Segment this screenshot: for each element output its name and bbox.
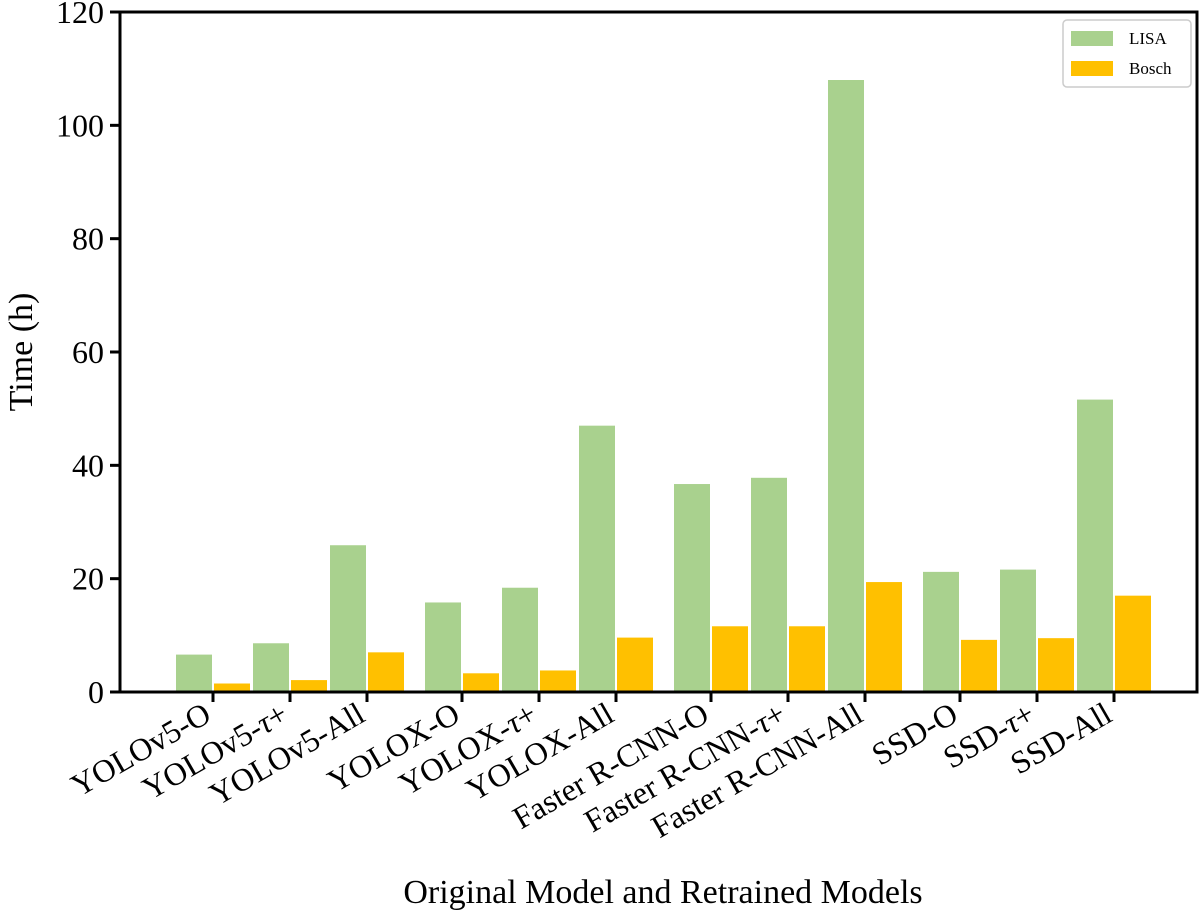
y-axis: 0 20 40 60 80 100 120 xyxy=(56,0,120,710)
y-tick-label-6: 120 xyxy=(56,0,104,30)
plot-frame xyxy=(118,10,1199,694)
y-tick-label-3: 60 xyxy=(72,334,104,370)
bar-bosch-7 xyxy=(789,626,825,692)
bar-lisa-9 xyxy=(923,571,959,692)
bar-lisa-11 xyxy=(1077,399,1113,692)
y-tick-label-4: 80 xyxy=(72,221,104,257)
bar-lisa-5 xyxy=(579,425,615,692)
bar-lisa-10 xyxy=(1000,569,1036,692)
legend-label-bosch: Bosch xyxy=(1129,59,1172,78)
legend-swatch-bosch xyxy=(1071,61,1113,76)
bar-bosch-2 xyxy=(368,652,404,692)
bar-bosch-1 xyxy=(291,680,327,692)
y-tick-label-1: 20 xyxy=(72,561,104,597)
x-axis-title: Original Model and Retrained Models xyxy=(403,874,922,911)
bar-lisa-1 xyxy=(253,643,289,692)
bar-bosch-5 xyxy=(617,637,653,692)
y-tick-label-0: 0 xyxy=(88,674,104,710)
bar-lisa-6 xyxy=(674,484,710,692)
legend-swatch-lisa xyxy=(1071,31,1113,46)
bars-layer xyxy=(176,80,1151,692)
y-axis-title: Time (h) xyxy=(3,293,40,412)
bar-bosch-0 xyxy=(214,683,250,692)
bar-lisa-8 xyxy=(828,80,864,692)
bar-lisa-7 xyxy=(751,477,787,692)
bar-bosch-9 xyxy=(961,639,997,692)
legend-box xyxy=(1062,19,1192,88)
bar-lisa-4 xyxy=(502,587,538,692)
bar-lisa-0 xyxy=(176,654,212,692)
bar-bosch-11 xyxy=(1115,595,1151,692)
legend-label-lisa: LISA xyxy=(1129,29,1168,48)
y-tick-label-5: 100 xyxy=(56,107,104,143)
legend: LISA Bosch xyxy=(1062,19,1192,88)
bar-lisa-2 xyxy=(330,545,366,692)
bar-bosch-10 xyxy=(1038,638,1074,692)
bar-lisa-3 xyxy=(425,602,461,692)
bar-bosch-8 xyxy=(866,582,902,692)
bar-bosch-6 xyxy=(712,626,748,692)
bar-bosch-4 xyxy=(540,670,576,692)
y-tick-label-2: 40 xyxy=(72,447,104,483)
bar-bosch-3 xyxy=(463,673,499,692)
